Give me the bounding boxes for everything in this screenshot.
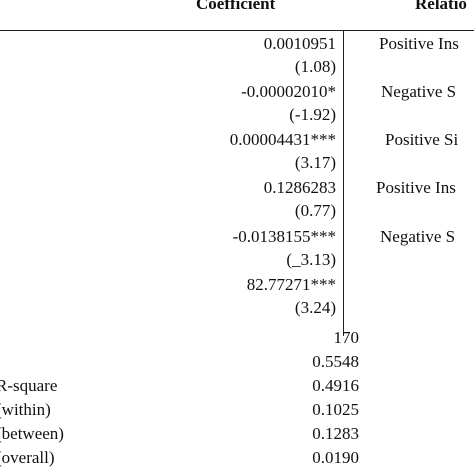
coefficient-header: Coefficient xyxy=(196,0,276,13)
tstat-1: (1.08) xyxy=(294,57,336,76)
tstat-2: (-1.92) xyxy=(289,105,336,124)
coef-1: 0.0010951 xyxy=(263,34,336,53)
header-rule xyxy=(0,30,474,31)
tstat-6: (3.24) xyxy=(294,298,336,317)
tstat-3: (3.17) xyxy=(294,153,336,172)
stat-label-between: (between) xyxy=(0,424,64,443)
stat-overall: 0.0190 xyxy=(312,448,359,467)
stat-label-r-square: R-square xyxy=(0,376,58,395)
column-divider xyxy=(343,31,344,336)
relation-5: Negative S xyxy=(380,227,456,246)
stat-value-2: 0.5548 xyxy=(312,352,359,371)
tstat-4: (0.77) xyxy=(294,201,336,220)
coef-3: 0.00004431*** xyxy=(229,130,336,149)
coef-5: -0.0138155*** xyxy=(232,227,336,246)
tstat-5: (_3.13) xyxy=(286,250,336,269)
stat-label-within: (within) xyxy=(0,400,51,419)
stat-label-overall: (overall) xyxy=(0,448,55,467)
relation-2: Negative S xyxy=(381,82,457,101)
relation-4: Positive Ins xyxy=(376,178,456,197)
stat-within: 0.1025 xyxy=(312,400,359,419)
relationship-header: Relatio xyxy=(415,0,467,13)
coef-2: -0.00002010* xyxy=(241,82,336,101)
coef-6: 82.77271*** xyxy=(246,275,336,294)
relation-1: Positive Ins xyxy=(379,34,459,53)
stat-r-square: 0.4916 xyxy=(312,376,359,395)
relation-3: Positive Si xyxy=(385,130,459,149)
coef-4: 0.1286283 xyxy=(263,178,336,197)
stat-between: 0.1283 xyxy=(312,424,359,443)
stat-observations: 170 xyxy=(333,328,360,347)
